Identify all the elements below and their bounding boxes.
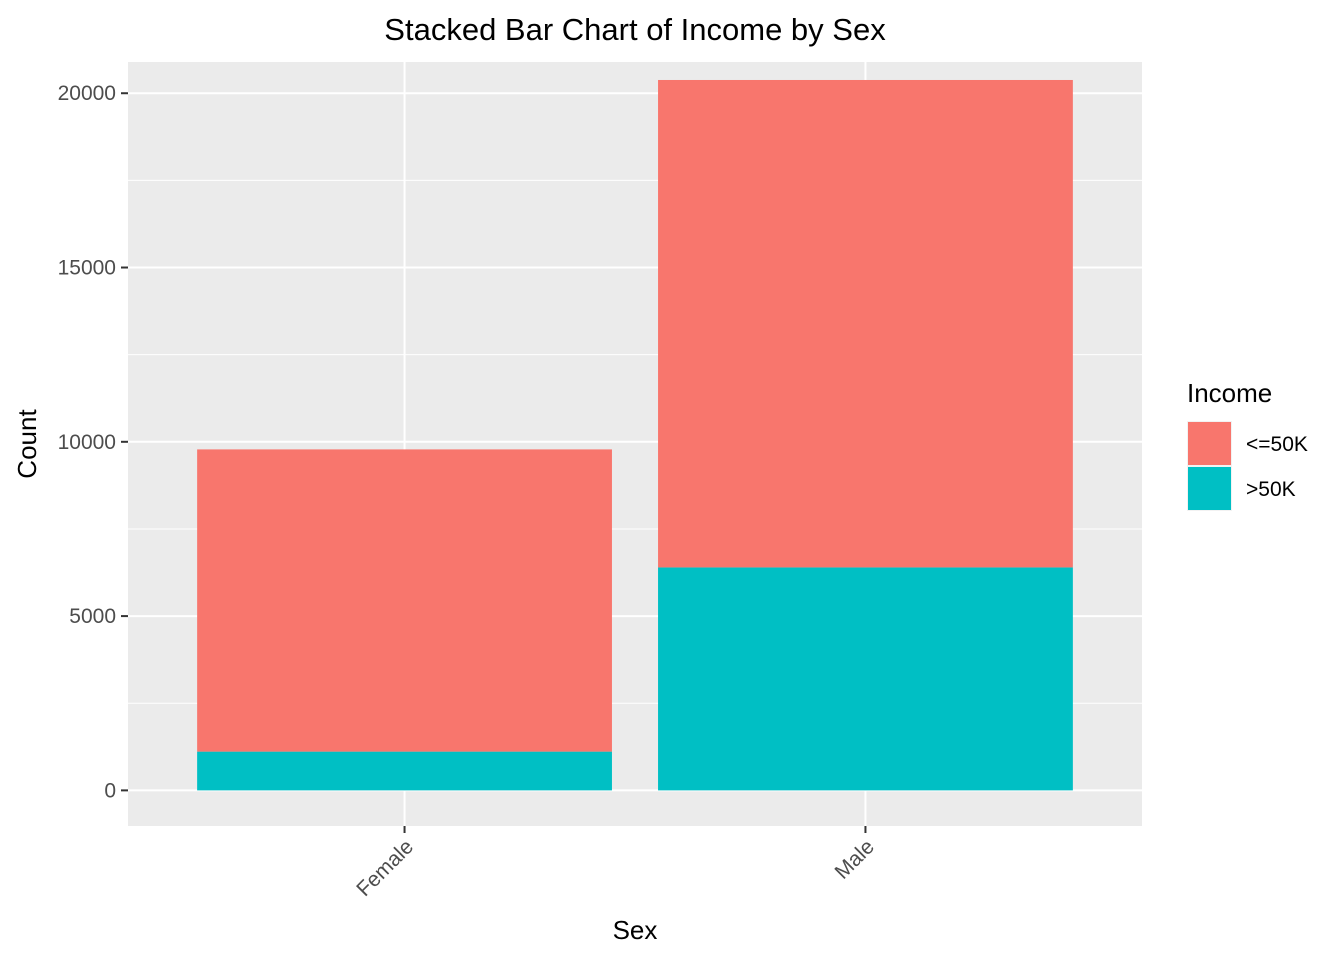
x-tick-label: Female — [352, 835, 418, 901]
y-axis-title: Count — [12, 409, 42, 479]
y-tick-label: 20000 — [58, 82, 116, 105]
y-tick-label: 5000 — [69, 605, 116, 628]
legend-title: Income — [1187, 378, 1272, 408]
legend-label: <=50K — [1246, 433, 1308, 456]
y-axis: 0 5000 10000 15000 20000 — [58, 82, 128, 802]
bar-segment — [658, 567, 1073, 791]
bars — [197, 79, 1073, 791]
x-axis: Female Male — [352, 826, 879, 901]
bar-segment — [197, 449, 612, 752]
bar-segment — [197, 751, 612, 791]
x-tick-label: Male — [831, 835, 879, 883]
legend-key — [1188, 422, 1231, 465]
chart-title: Stacked Bar Chart of Income by Sex — [384, 12, 886, 47]
y-tick-label: 0 — [104, 779, 116, 802]
x-axis-title: Sex — [613, 915, 658, 945]
legend-items: <=50K >50K — [1187, 421, 1308, 511]
y-tick-label: 15000 — [58, 257, 116, 280]
legend: Income <=50K >50K — [1187, 378, 1308, 511]
y-tick-label: 10000 — [58, 431, 116, 454]
legend-label: >50K — [1246, 478, 1296, 501]
bar-segment — [658, 79, 1073, 568]
legend-key — [1188, 467, 1231, 510]
